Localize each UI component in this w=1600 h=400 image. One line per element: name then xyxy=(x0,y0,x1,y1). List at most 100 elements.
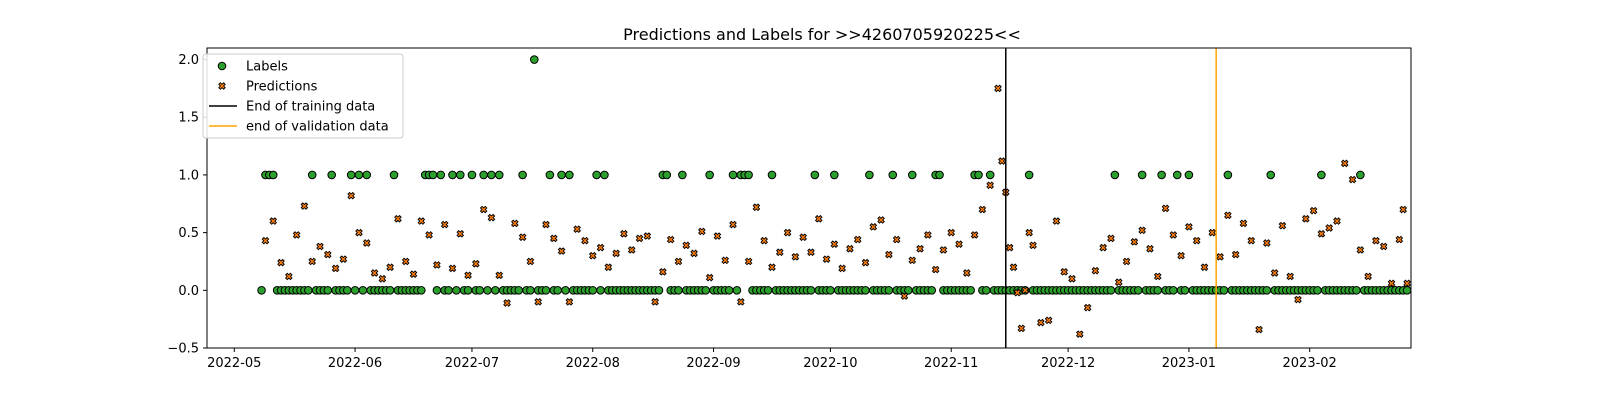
prediction-point xyxy=(994,84,1002,93)
label-point xyxy=(732,286,742,295)
prediction-point xyxy=(1262,239,1271,247)
label-point xyxy=(907,170,917,180)
prediction-point xyxy=(807,248,815,257)
prediction-point xyxy=(885,250,893,259)
prediction-point xyxy=(783,228,792,237)
label-point xyxy=(565,170,574,180)
prediction-point xyxy=(690,249,698,258)
label-point xyxy=(455,170,465,180)
prediction-point xyxy=(838,264,846,273)
prediction-point xyxy=(721,256,730,265)
label-point xyxy=(678,170,687,180)
prediction-point xyxy=(1153,272,1162,281)
label-point xyxy=(444,286,453,295)
prediction-point xyxy=(1091,266,1100,275)
axes: 2022-05 2022-06 2022-07 2022-08 2022-09 2022-… xyxy=(167,47,1412,371)
legend-labels-text: Labels xyxy=(246,60,288,75)
prediction-point xyxy=(1130,238,1139,246)
x-tick-label: 2022-06 xyxy=(328,356,382,371)
label-point xyxy=(514,286,524,295)
legend-box xyxy=(202,53,404,139)
prediction-point xyxy=(433,261,441,269)
prediction-point xyxy=(370,269,379,277)
prediction-point xyxy=(729,220,737,229)
prediction-point xyxy=(347,191,356,200)
prediction-point xyxy=(744,257,753,266)
label-point xyxy=(417,286,426,295)
prediction-point xyxy=(682,241,691,250)
label-point xyxy=(985,170,995,180)
label-point xyxy=(826,286,835,295)
prediction-point xyxy=(892,235,901,244)
x-tick-label: 2023-02 xyxy=(1283,356,1337,371)
x-tick-label: 2022-11 xyxy=(924,356,978,371)
prediction-point xyxy=(1021,286,1030,295)
label-point xyxy=(1262,286,1272,295)
prediction-point xyxy=(651,298,659,306)
prediction-point xyxy=(900,292,909,300)
prediction-point xyxy=(417,217,426,225)
prediction-point xyxy=(331,264,340,273)
label-point xyxy=(744,170,753,180)
prediction-point xyxy=(916,244,924,253)
prediction-point xyxy=(627,246,636,254)
label-point xyxy=(861,286,870,295)
prediction-point xyxy=(698,227,706,236)
label-point xyxy=(385,286,395,295)
label-point xyxy=(981,286,991,295)
label-point xyxy=(674,286,683,295)
prediction-point xyxy=(674,257,683,266)
prediction-point xyxy=(1294,295,1302,304)
prediction-point xyxy=(1278,221,1287,230)
prediction-point xyxy=(1286,272,1295,281)
prediction-point xyxy=(1052,217,1061,225)
prediction-point xyxy=(1224,211,1232,220)
label-point xyxy=(701,286,711,295)
prediction-point xyxy=(1333,217,1341,225)
label-point xyxy=(346,170,356,180)
prediction-point xyxy=(962,269,971,277)
x-tick-label: 2022-05 xyxy=(207,356,261,371)
legend-labels-marker xyxy=(217,61,227,71)
prediction-point xyxy=(1301,214,1310,223)
prediction-point xyxy=(986,181,995,190)
prediction-point xyxy=(308,257,317,266)
label-point xyxy=(553,286,562,295)
prediction-point xyxy=(1025,228,1033,237)
prediction-point xyxy=(542,220,550,229)
prediction-point xyxy=(620,229,628,238)
label-point xyxy=(428,170,438,180)
label-point xyxy=(389,170,399,180)
prediction-point xyxy=(924,231,932,239)
prediction-point xyxy=(970,231,979,239)
label-point xyxy=(966,286,976,295)
prediction-point xyxy=(752,203,761,212)
y-tick-label: 1.5 xyxy=(178,111,199,126)
prediction-point xyxy=(487,213,496,222)
prediction-point xyxy=(1364,272,1372,281)
prediction-point xyxy=(1060,268,1069,276)
label-point xyxy=(806,286,816,295)
label-point xyxy=(1356,170,1365,180)
label-point xyxy=(1110,170,1120,180)
y-tick-label: 0.0 xyxy=(178,284,199,299)
prediction-point xyxy=(386,263,394,272)
label-point xyxy=(1133,286,1143,295)
prediction-point xyxy=(775,248,784,257)
prediction-point xyxy=(1083,303,1092,312)
label-point xyxy=(350,286,360,295)
prediction-point xyxy=(1239,219,1248,228)
prediction-point xyxy=(401,257,410,266)
prediction-point xyxy=(1399,205,1408,214)
label-point xyxy=(491,286,500,295)
label-point xyxy=(767,170,777,180)
prediction-point xyxy=(339,255,348,263)
prediction-point xyxy=(760,236,769,245)
x-tick-label: 2022-12 xyxy=(1041,356,1095,371)
label-point xyxy=(448,170,457,180)
prediction-point xyxy=(822,255,831,263)
prediction-point xyxy=(947,228,956,237)
label-point xyxy=(1157,170,1166,180)
label-point xyxy=(1223,170,1233,180)
prediction-point xyxy=(768,263,776,272)
